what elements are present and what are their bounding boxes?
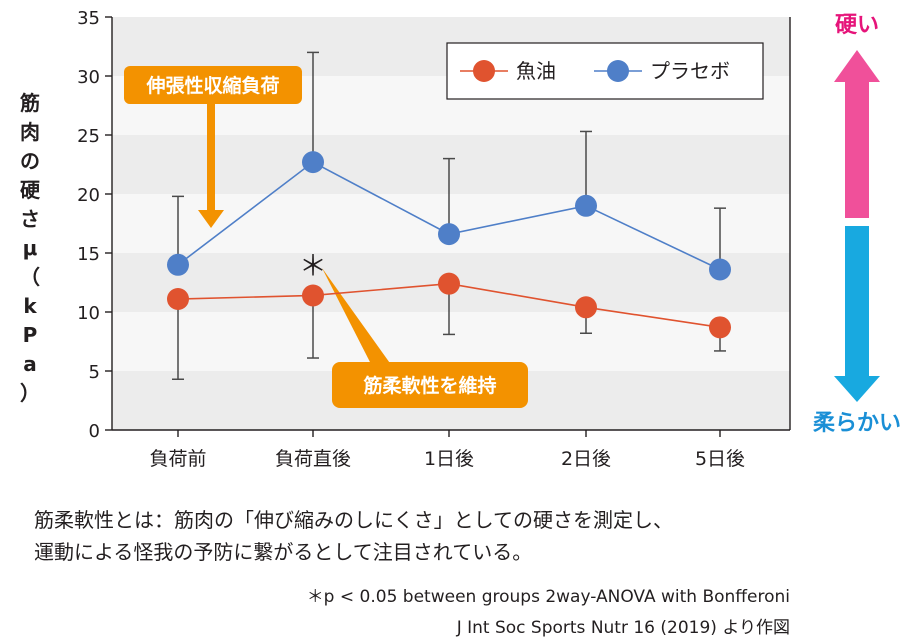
source-note: J Int Soc Sports Nutr 16 (2019) より作図 — [456, 618, 790, 638]
hardness-scale: 硬い 柔らかい — [813, 13, 901, 436]
x-category-label: 負荷前 — [149, 448, 206, 470]
data-point — [438, 223, 460, 246]
legend-label-placebo: プラセボ — [650, 59, 730, 83]
y-label-char: ） — [20, 381, 40, 405]
bottom-callout-box — [332, 362, 528, 408]
series-points — [167, 151, 731, 339]
data-point — [575, 296, 597, 319]
y-label-char: 硬 — [20, 178, 41, 202]
y-label-char: k — [23, 294, 37, 318]
y-label-char: さ — [20, 207, 40, 231]
bottom-callout: 筋柔軟性を維持 — [322, 268, 528, 408]
x-category-label: 負荷直後 — [275, 448, 351, 470]
axes — [111, 17, 791, 431]
bottom-callout-text: 筋柔軟性を維持 — [363, 374, 496, 397]
legend-label-fish-oil: 魚油 — [516, 59, 556, 83]
y-tick-label: 0 — [89, 421, 100, 442]
y-tick-label: 15 — [77, 244, 100, 265]
y-ticks: 0 5 10 15 20 25 30 35 — [77, 8, 112, 442]
hard-arrow-shaft — [845, 82, 869, 218]
data-point — [709, 258, 731, 281]
top-callout-text: 伸張性収縮負荷 — [145, 74, 279, 97]
data-point — [167, 288, 189, 311]
y-tick-label: 20 — [77, 185, 100, 206]
x-category-label: 2日後 — [561, 448, 611, 470]
y-tick-label: 5 — [89, 362, 100, 383]
y-label-char: P — [23, 323, 38, 347]
soft-arrow-head — [834, 376, 880, 402]
y-tick-label: 30 — [77, 67, 100, 88]
y-label-char: （ — [20, 265, 40, 289]
top-callout-arrow-shaft — [207, 104, 215, 212]
data-point — [438, 272, 460, 295]
data-point — [302, 284, 324, 307]
hard-label: 硬い — [835, 13, 879, 38]
y-label-char: 筋 — [20, 91, 40, 115]
top-callout: 伸張性収縮負荷 — [124, 66, 302, 228]
caption-line-1: 筋柔軟性とは：筋肉の「伸び縮みのしにくさ」としての硬さを測定し、 — [34, 508, 673, 532]
y-label-char: 肉 — [20, 120, 40, 144]
y-tick-label: 35 — [77, 8, 100, 29]
top-callout-arrow-head — [198, 210, 224, 228]
legend-marker-placebo — [607, 60, 629, 82]
caption-line-2: 運動による怪我の予防に繋がるとして注目されている。 — [34, 540, 533, 564]
x-category-label: 1日後 — [424, 448, 474, 470]
stat-note: ＊p < 0.05 between groups 2way-ANOVA with… — [306, 587, 790, 607]
data-point — [167, 253, 189, 276]
data-point — [302, 151, 324, 174]
y-tick-label: 10 — [77, 303, 100, 324]
legend: 魚油 プラセボ — [446, 42, 764, 100]
y-label-char: の — [20, 149, 40, 173]
soft-label: 柔らかい — [813, 411, 901, 436]
top-callout-box — [124, 66, 302, 104]
data-point — [709, 316, 731, 339]
y-tick-label: 25 — [77, 126, 100, 147]
y-label-char: a — [23, 352, 37, 376]
x-category-label: 5日後 — [695, 448, 745, 470]
soft-arrow-shaft — [845, 226, 869, 376]
data-point — [575, 194, 597, 217]
legend-marker-fish-oil — [473, 60, 495, 82]
hard-arrow-head — [834, 50, 880, 82]
x-categories: 負荷前 負荷直後 1日後 2日後 5日後 — [149, 430, 745, 470]
significance-marker: ＊ — [299, 249, 327, 282]
y-label-char: μ — [23, 236, 38, 260]
grid-band — [112, 135, 790, 194]
